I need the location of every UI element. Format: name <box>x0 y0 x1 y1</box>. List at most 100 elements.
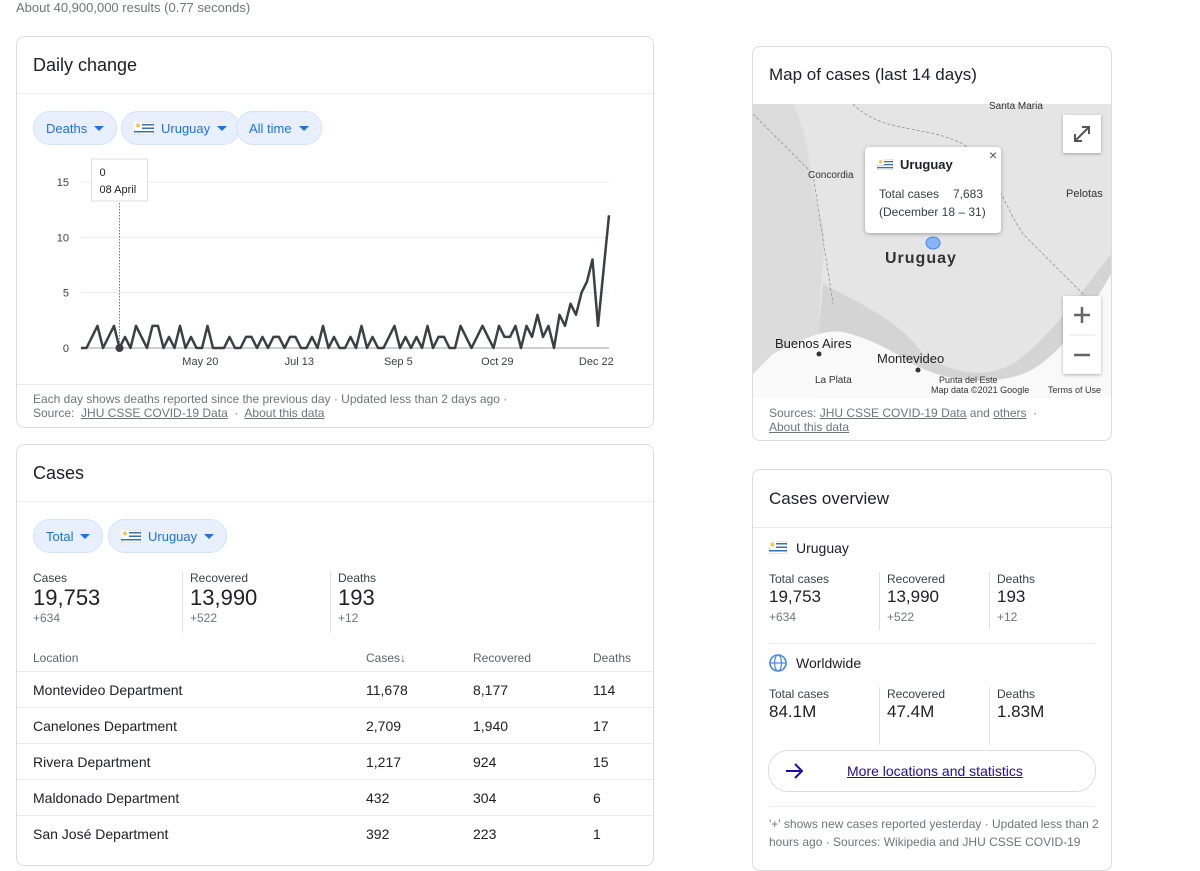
stat-label: Total cases <box>769 572 830 586</box>
x-tick-label: Oct 29 <box>481 356 513 368</box>
table-cell: 304 <box>473 790 497 806</box>
chip-text: All time <box>249 120 292 136</box>
chip-text: Uruguay <box>148 528 198 544</box>
more-button[interactable]: More locations and statistics <box>768 750 1096 792</box>
y-tick-label: 15 <box>57 177 69 189</box>
popup-period: (December 18 – 31) <box>879 205 986 219</box>
row-divider <box>17 779 653 780</box>
table-cell: 8,177 <box>473 682 509 698</box>
place-label: Pelotas <box>1066 188 1103 200</box>
popup-title: Uruguay <box>900 157 953 172</box>
filter-chip[interactable]: Total <box>33 519 104 553</box>
place-label: Buenos Aires <box>775 336 852 351</box>
flag <box>121 529 141 543</box>
more-link[interactable]: More locations and statistics <box>847 763 1023 779</box>
country-label: Uruguay <box>885 250 957 267</box>
column-divider <box>989 687 990 745</box>
about-link[interactable]: About this data <box>769 420 850 434</box>
filter-chip[interactable]: Deaths <box>33 111 118 145</box>
stat-value: 13,990 <box>190 585 258 610</box>
column-header: Recovered <box>473 651 532 665</box>
flag <box>134 121 154 135</box>
stat-change: +634 <box>769 610 797 624</box>
filter-chip[interactable]: Uruguay <box>121 111 241 145</box>
group-name: Worldwide <box>796 655 862 671</box>
table-cell: 15 <box>593 754 609 770</box>
source: Source: JHU CSSE COVID-19 Data · About t… <box>33 406 325 420</box>
attribution: Map data ©2021 Google <box>931 385 1030 395</box>
x-tick-label: Dec 22 <box>579 356 614 368</box>
place-label: Santa Maria <box>989 101 1043 112</box>
others-link[interactable]: others <box>993 406 1027 420</box>
table-cell: Rivera Department <box>33 754 151 770</box>
map-marker[interactable] <box>925 235 941 251</box>
table-cell: 114 <box>593 682 616 698</box>
stat-change: +12 <box>997 610 1018 624</box>
stat-value: 193 <box>997 587 1026 606</box>
table-cell: 223 <box>473 826 497 842</box>
tooltip-value: 0 <box>100 167 106 179</box>
stat-label: Deaths <box>997 687 1036 701</box>
table-cell: Montevideo Department <box>33 682 183 698</box>
source-label: Source: <box>33 406 75 420</box>
about-link[interactable]: About this data <box>244 406 325 420</box>
fullscreen-button[interactable] <box>1063 115 1101 153</box>
card-title: Daily change <box>33 55 138 75</box>
table-cell: Maldonado Department <box>33 790 180 806</box>
cases-card: Cases Total Uruguay Cases 19,753 +634 Recov… <box>16 444 654 866</box>
popup-value: 7,683 <box>953 187 984 201</box>
source-link[interactable]: JHU CSSE COVID-19 Data <box>81 406 228 420</box>
divider <box>753 527 1111 528</box>
close-button[interactable]: × <box>989 147 998 163</box>
source-link[interactable]: JHU CSSE COVID-19 Data <box>819 406 967 420</box>
terms-link[interactable]: Terms of Use <box>1048 385 1102 395</box>
table-cell: Canelones Department <box>33 718 177 734</box>
sort-arrow: ↓ <box>400 651 406 665</box>
sources: Sources: JHU CSSE COVID-19 Data and othe… <box>769 406 1038 420</box>
stat-change: +522 <box>190 611 218 625</box>
stat-label: Cases <box>33 571 68 585</box>
footnote: Each day shows deaths reported since the… <box>33 392 508 406</box>
arrow-icon <box>786 763 804 779</box>
stat-label: Recovered <box>887 572 946 586</box>
chip-text: Uruguay <box>161 120 211 136</box>
daily-change-card: Daily change Deaths Uruguay All time 0 5 1… <box>16 36 654 428</box>
line-chart: 0 5 10 15 May 20 Jul 13 Sep 5 Oct 29 Dec 22 0 08 A… <box>57 158 614 368</box>
table-cell: 17 <box>593 718 609 734</box>
divider <box>17 501 653 502</box>
row-divider <box>17 815 653 816</box>
sources-label: Sources: <box>769 406 817 420</box>
y-tick-label: 0 <box>63 343 69 355</box>
table-cell: 924 <box>473 754 497 770</box>
and: and <box>969 406 990 420</box>
table-cell: 1,940 <box>473 718 509 734</box>
stat-change: +522 <box>887 610 915 624</box>
caret <box>204 533 215 539</box>
stat-label: Total cases <box>769 687 830 701</box>
data-line <box>81 215 611 350</box>
tooltip-date: 08 April <box>100 184 137 196</box>
x-tick-label: Jul 13 <box>285 356 314 368</box>
table-cell: 2,709 <box>366 718 402 734</box>
stat-value: 19,753 <box>769 587 821 606</box>
table-cell: 1 <box>593 826 601 842</box>
tooltip <box>91 158 148 202</box>
stat-value: 47.4M <box>887 702 935 721</box>
column-divider <box>879 687 880 745</box>
row-divider <box>17 743 653 744</box>
y-tick-label: 10 <box>57 232 69 244</box>
results-info: About 40,900,000 results (0.77 seconds) <box>16 0 251 15</box>
column-divider <box>989 572 990 630</box>
flag <box>769 541 787 554</box>
x-tick-label: May 20 <box>182 356 218 368</box>
row-divider <box>17 671 653 672</box>
overview-card: Cases overview Uruguay Total cases 19,753 +… <box>752 469 1112 871</box>
y-tick-label: 5 <box>63 288 69 300</box>
stat-value: 193 <box>338 585 375 610</box>
table-cell: San José Department <box>33 826 169 842</box>
filter-chip[interactable]: All time <box>236 111 322 145</box>
table-cell: 432 <box>366 790 390 806</box>
map-popup: Uruguay × Total cases 7,683 (December 18… <box>865 147 1001 233</box>
column-divider <box>330 571 331 633</box>
filter-chip[interactable]: Uruguay <box>108 519 228 553</box>
